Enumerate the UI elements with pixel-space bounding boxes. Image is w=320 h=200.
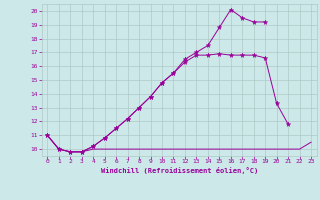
X-axis label: Windchill (Refroidissement éolien,°C): Windchill (Refroidissement éolien,°C)	[100, 167, 258, 174]
